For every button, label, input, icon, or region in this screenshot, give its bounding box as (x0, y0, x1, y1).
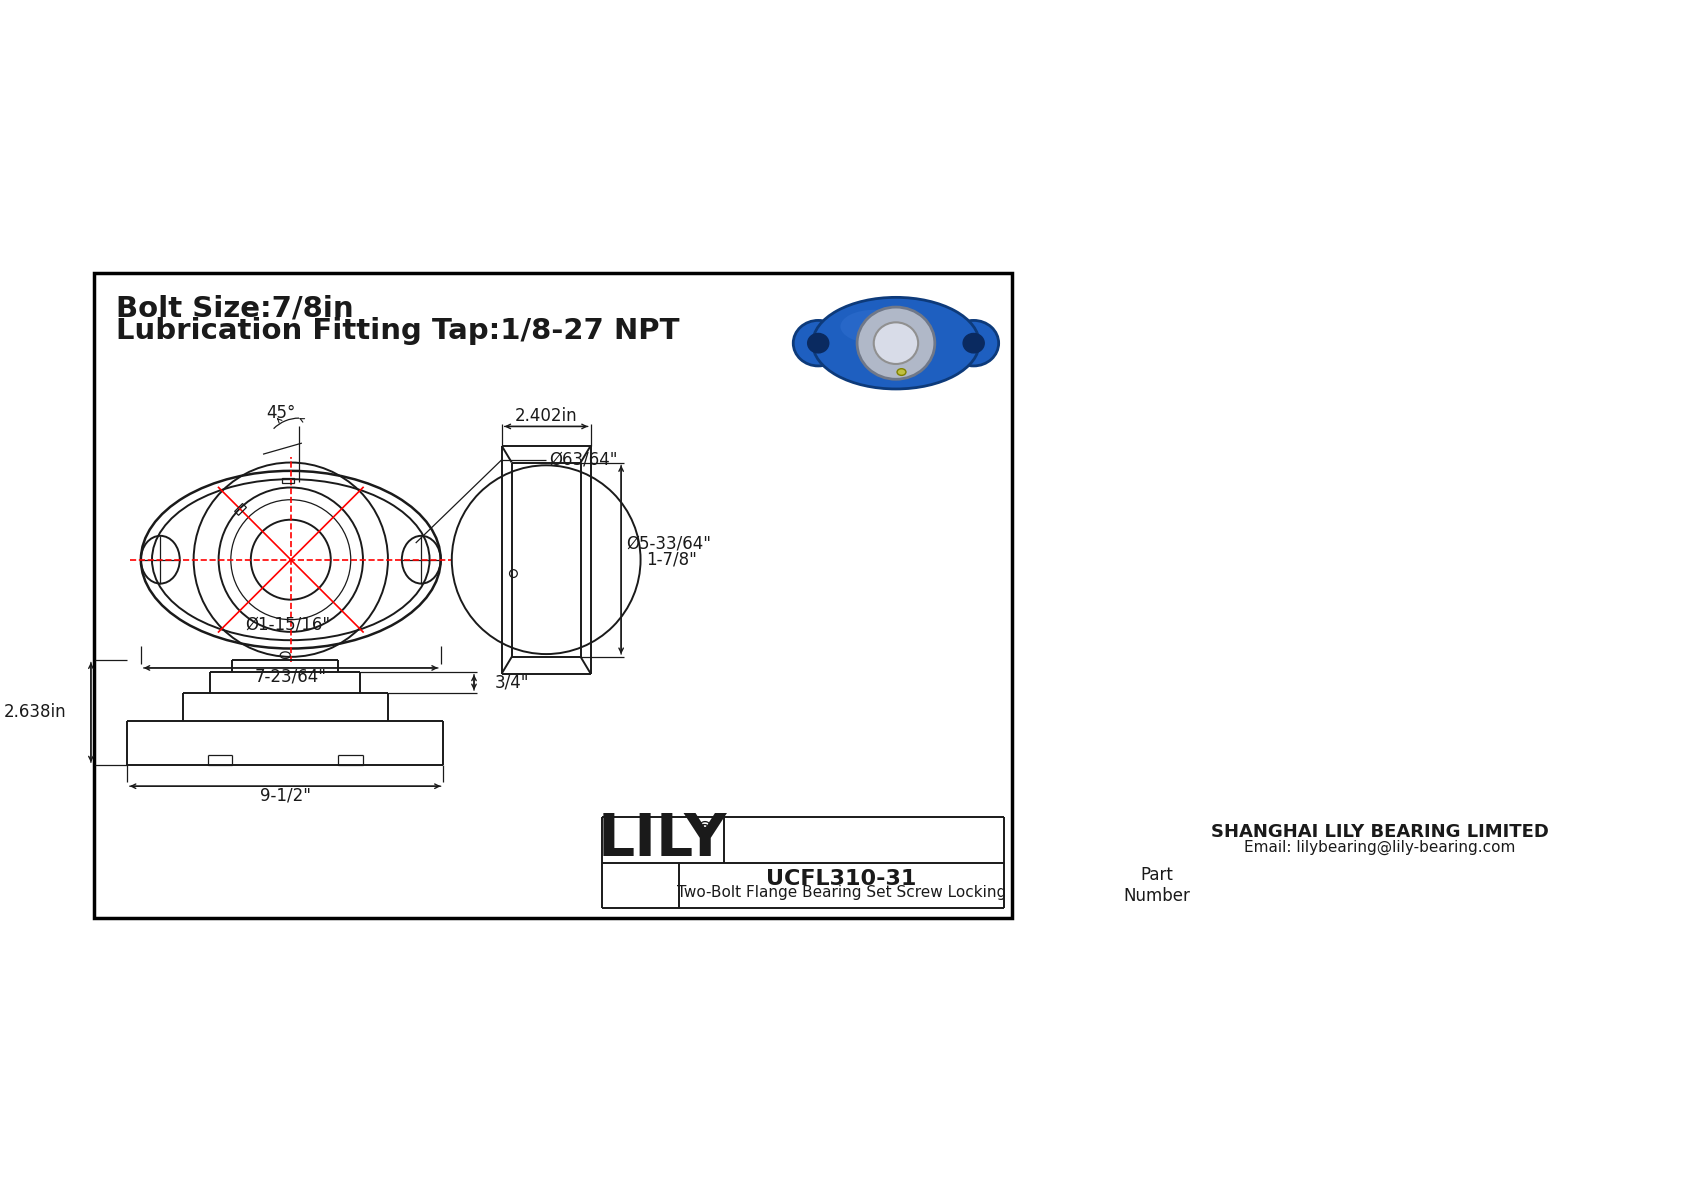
Text: Lubrication Fitting Tap:1/8-27 NPT: Lubrication Fitting Tap:1/8-27 NPT (116, 317, 679, 344)
Text: Ø5-33/64": Ø5-33/64" (626, 534, 712, 553)
Ellipse shape (793, 320, 844, 366)
Text: Ø63/64": Ø63/64" (549, 450, 618, 469)
Ellipse shape (857, 307, 935, 379)
Text: Ø1-15/16": Ø1-15/16" (246, 616, 330, 634)
Text: UCFL310-31: UCFL310-31 (766, 869, 916, 888)
Ellipse shape (813, 298, 978, 389)
Text: Part
Number: Part Number (1123, 866, 1191, 905)
Text: 1-7/8": 1-7/8" (647, 550, 697, 568)
Ellipse shape (898, 369, 906, 375)
Text: Bolt Size:7/8in: Bolt Size:7/8in (116, 294, 354, 323)
Ellipse shape (840, 310, 908, 343)
Text: 3/4": 3/4" (495, 673, 529, 692)
Text: 9-1/2": 9-1/2" (259, 786, 312, 805)
Text: Email: lilybearing@lily-bearing.com: Email: lilybearing@lily-bearing.com (1244, 840, 1516, 855)
Text: 2.638in: 2.638in (3, 704, 66, 722)
Text: 2.402in: 2.402in (515, 407, 578, 425)
Text: Two-Bolt Flange Bearing Set Screw Locking: Two-Bolt Flange Bearing Set Screw Lockin… (677, 885, 1005, 899)
Text: 7-23/64": 7-23/64" (254, 667, 327, 685)
Ellipse shape (948, 320, 999, 366)
Ellipse shape (808, 333, 829, 353)
Text: ®: ® (695, 819, 714, 837)
Ellipse shape (963, 333, 983, 353)
Text: SHANGHAI LILY BEARING LIMITED: SHANGHAI LILY BEARING LIMITED (1211, 823, 1549, 841)
Text: LILY: LILY (598, 811, 727, 868)
Ellipse shape (874, 323, 918, 364)
Text: 45°: 45° (266, 404, 295, 422)
